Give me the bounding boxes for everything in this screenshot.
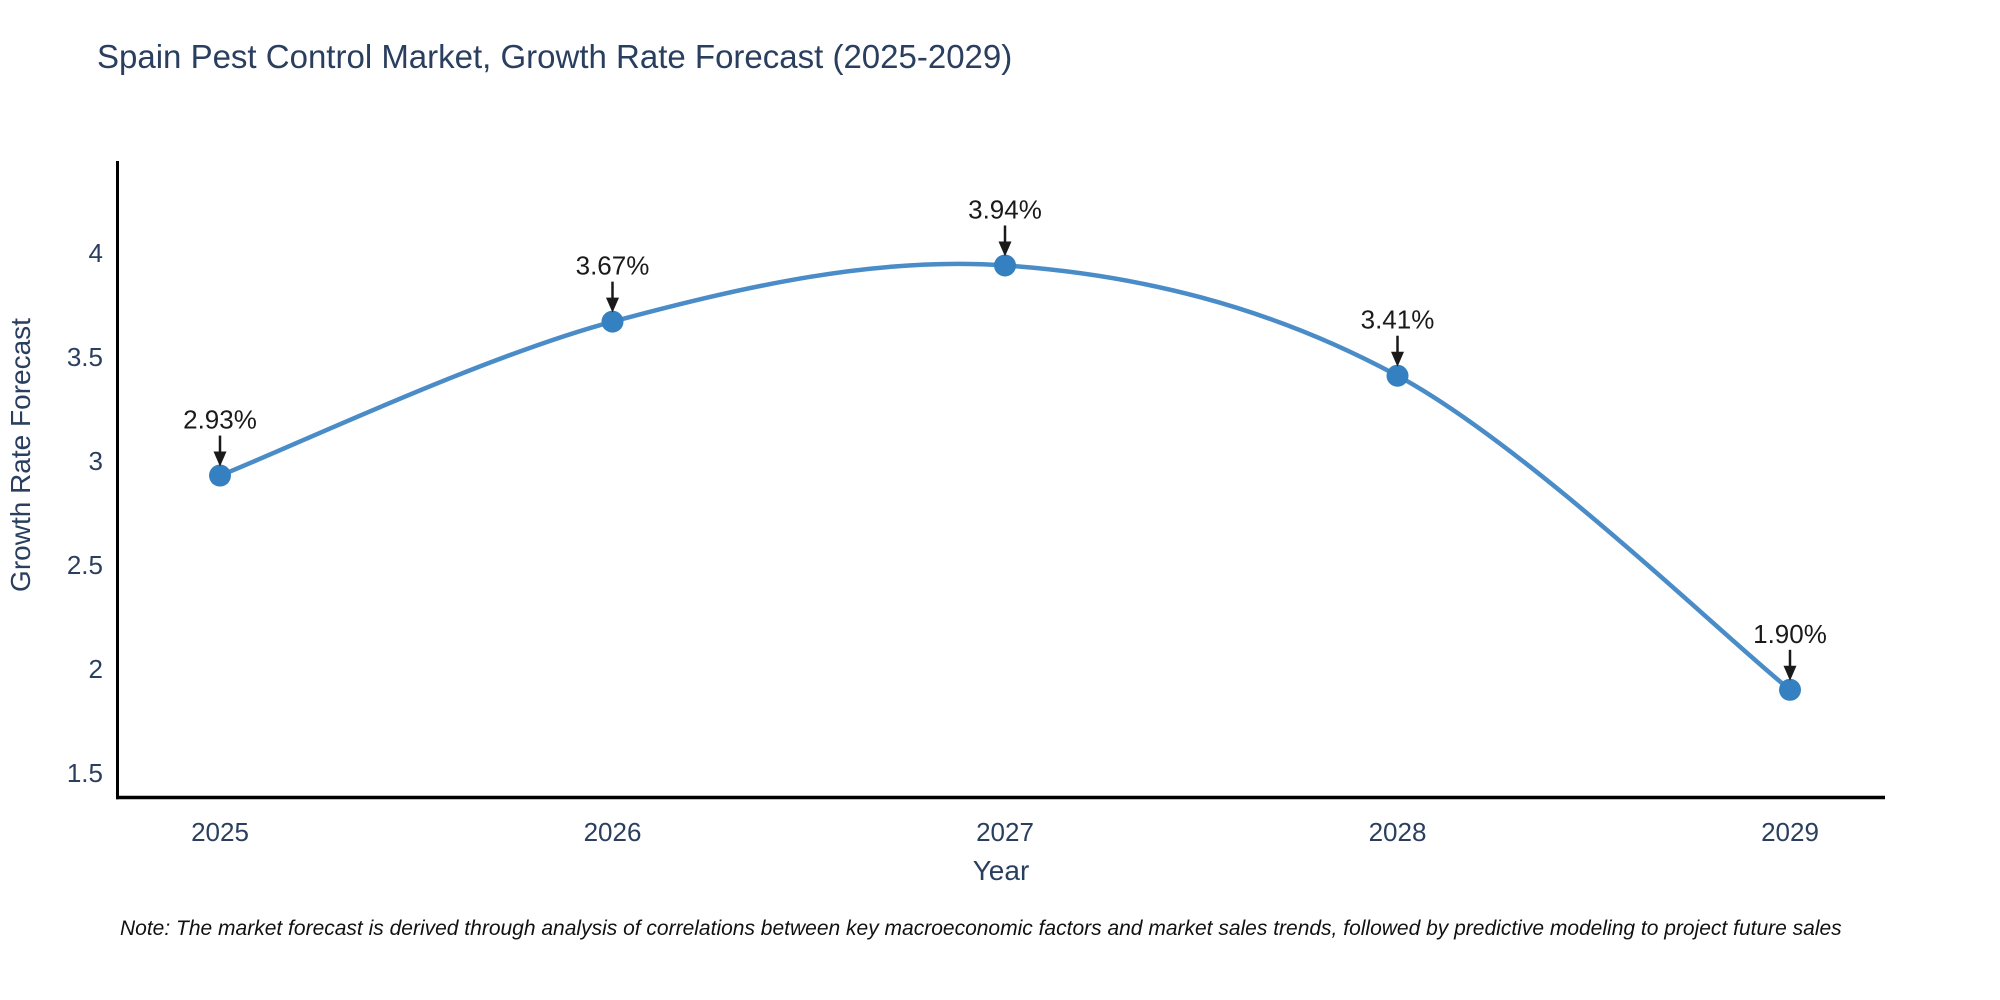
data-point-2026[interactable] bbox=[601, 310, 624, 333]
annotation-arrowhead bbox=[213, 451, 227, 467]
x-tick-label: 2025 bbox=[191, 817, 249, 847]
chart-title: Spain Pest Control Market, Growth Rate F… bbox=[97, 38, 1012, 75]
y-axis-title: Growth Rate Forecast bbox=[5, 318, 36, 592]
y-tick-label: 1.5 bbox=[67, 758, 103, 788]
y-tick-label: 4 bbox=[89, 238, 103, 268]
annotation-arrowhead bbox=[998, 241, 1012, 257]
annotation-label-2028: 3.41% bbox=[1361, 305, 1435, 335]
annotation-label-2027: 3.94% bbox=[968, 194, 1042, 224]
annotation-label-2029: 1.90% bbox=[1753, 619, 1827, 649]
x-tick-label: 2026 bbox=[584, 817, 642, 847]
annotation-arrowhead bbox=[1783, 665, 1797, 681]
annotation-label-2026: 3.67% bbox=[576, 251, 650, 281]
series-line bbox=[217, 261, 1793, 693]
y-tick-label: 2 bbox=[89, 654, 103, 684]
data-point-2025[interactable] bbox=[209, 464, 231, 487]
annotation-layer: 2.93% 3.67% 3.94% 3.41% 1.90% bbox=[183, 194, 1827, 681]
x-tick-label: 2027 bbox=[976, 817, 1034, 847]
y-tick-label: 3 bbox=[89, 446, 103, 476]
data-point-2029[interactable] bbox=[1779, 678, 1801, 701]
annotation-label-2025: 2.93% bbox=[183, 405, 257, 435]
footnote: Note: The market forecast is derived thr… bbox=[120, 917, 1842, 940]
data-point-2028[interactable] bbox=[1386, 364, 1409, 387]
y-tick-label: 3.5 bbox=[67, 342, 103, 372]
annotation-arrowhead bbox=[606, 297, 619, 313]
x-tick-label: 2029 bbox=[1761, 817, 1819, 847]
y-tick-label: 2.5 bbox=[67, 550, 103, 580]
axes-layer: 1.5 2 2.5 3 3.5 4 2025 2026 2027 2028 2029 bbox=[67, 161, 1885, 847]
x-axis-title: Year bbox=[973, 855, 1030, 886]
x-tick-label: 2028 bbox=[1369, 817, 1427, 847]
data-point-2027[interactable] bbox=[994, 254, 1016, 277]
annotation-arrowhead bbox=[1391, 351, 1404, 367]
series-layer bbox=[209, 254, 1801, 701]
